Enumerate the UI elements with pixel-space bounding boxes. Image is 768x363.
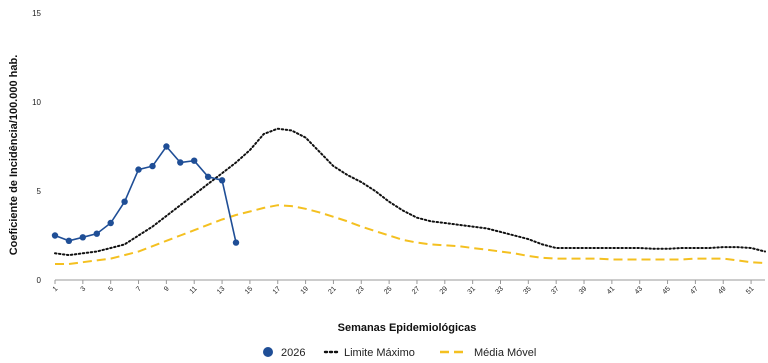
data-point-2026 — [65, 237, 73, 244]
data-point-2026 — [204, 173, 212, 180]
data-point-2026 — [191, 157, 198, 164]
x-axis: 1 3 5 7 9 11 13 15 17 19 21 23 25 27 29 31 33 35 37 39 41 43 4… — [52, 279, 765, 296]
legend-marker-2026 — [263, 347, 273, 357]
x-tick-label: 31 — [467, 285, 478, 296]
x-tick-label: 43 — [634, 285, 645, 296]
data-point-2026 — [232, 239, 240, 246]
data-point-2026 — [163, 143, 170, 150]
y-tick-label: 10 — [32, 98, 41, 107]
y-tick-label: 5 — [37, 187, 42, 196]
x-tick-label: 27 — [411, 285, 422, 296]
y-tick-label: 0 — [37, 276, 42, 285]
data-point-2026 — [51, 232, 59, 239]
data-point-2026 — [149, 162, 156, 170]
x-tick-label: 19 — [300, 285, 311, 296]
x-tick-label: 25 — [383, 285, 394, 296]
data-point-2026 — [93, 230, 101, 237]
x-tick-label: 11 — [189, 285, 199, 295]
x-tick-label: 23 — [355, 285, 366, 296]
x-tick-label: 39 — [578, 285, 589, 296]
data-point-2026 — [218, 177, 226, 184]
x-tick-label: 41 — [606, 285, 617, 296]
x-tick-label: 15 — [244, 285, 255, 296]
x-tick-label: 29 — [439, 285, 450, 296]
series-line-limite-m-ximo — [54, 127, 766, 257]
legend-label-limite-maximo: Limite Máximo — [344, 347, 415, 359]
x-tick-label: 9 — [163, 285, 171, 293]
x-tick-label: 3 — [80, 285, 88, 293]
x-tick-label: 5 — [107, 285, 115, 293]
series-line-m-dia-m-vel — [55, 204, 766, 265]
x-axis-title: Semanas Epidemiológicas — [338, 322, 477, 334]
data-point-2026 — [121, 198, 128, 205]
x-tick-label: 13 — [216, 285, 227, 296]
x-tick-label: 49 — [717, 285, 728, 296]
series-line-2026 — [54, 145, 237, 243]
data-point-2026 — [79, 234, 87, 241]
x-tick-label: 33 — [494, 285, 505, 296]
x-tick-label: 17 — [272, 285, 283, 296]
legend: 2026 Limite Máximo Média Móvel — [263, 347, 536, 359]
y-axis-title: Coeficiente de Incidência/100.000 hab. — [8, 55, 20, 256]
y-axis: 0 5 10 15 — [32, 9, 41, 285]
x-tick-label: 21 — [327, 285, 338, 296]
x-tick-label: 47 — [689, 285, 700, 296]
x-tick-label: 35 — [522, 285, 533, 296]
legend-label-media-movel: Média Móvel — [474, 347, 536, 359]
data-point-2026 — [177, 159, 184, 166]
legend-label-2026: 2026 — [281, 347, 305, 359]
plot-area — [51, 127, 766, 265]
x-tick-label: 7 — [135, 285, 143, 293]
x-tick-label: 51 — [745, 285, 756, 296]
data-point-2026 — [107, 219, 114, 227]
x-tick-label: 45 — [662, 285, 673, 296]
y-tick-label: 15 — [32, 9, 41, 18]
x-tick-label: 37 — [550, 285, 561, 296]
data-point-2026 — [135, 166, 142, 173]
x-tick-label: 1 — [52, 285, 60, 293]
